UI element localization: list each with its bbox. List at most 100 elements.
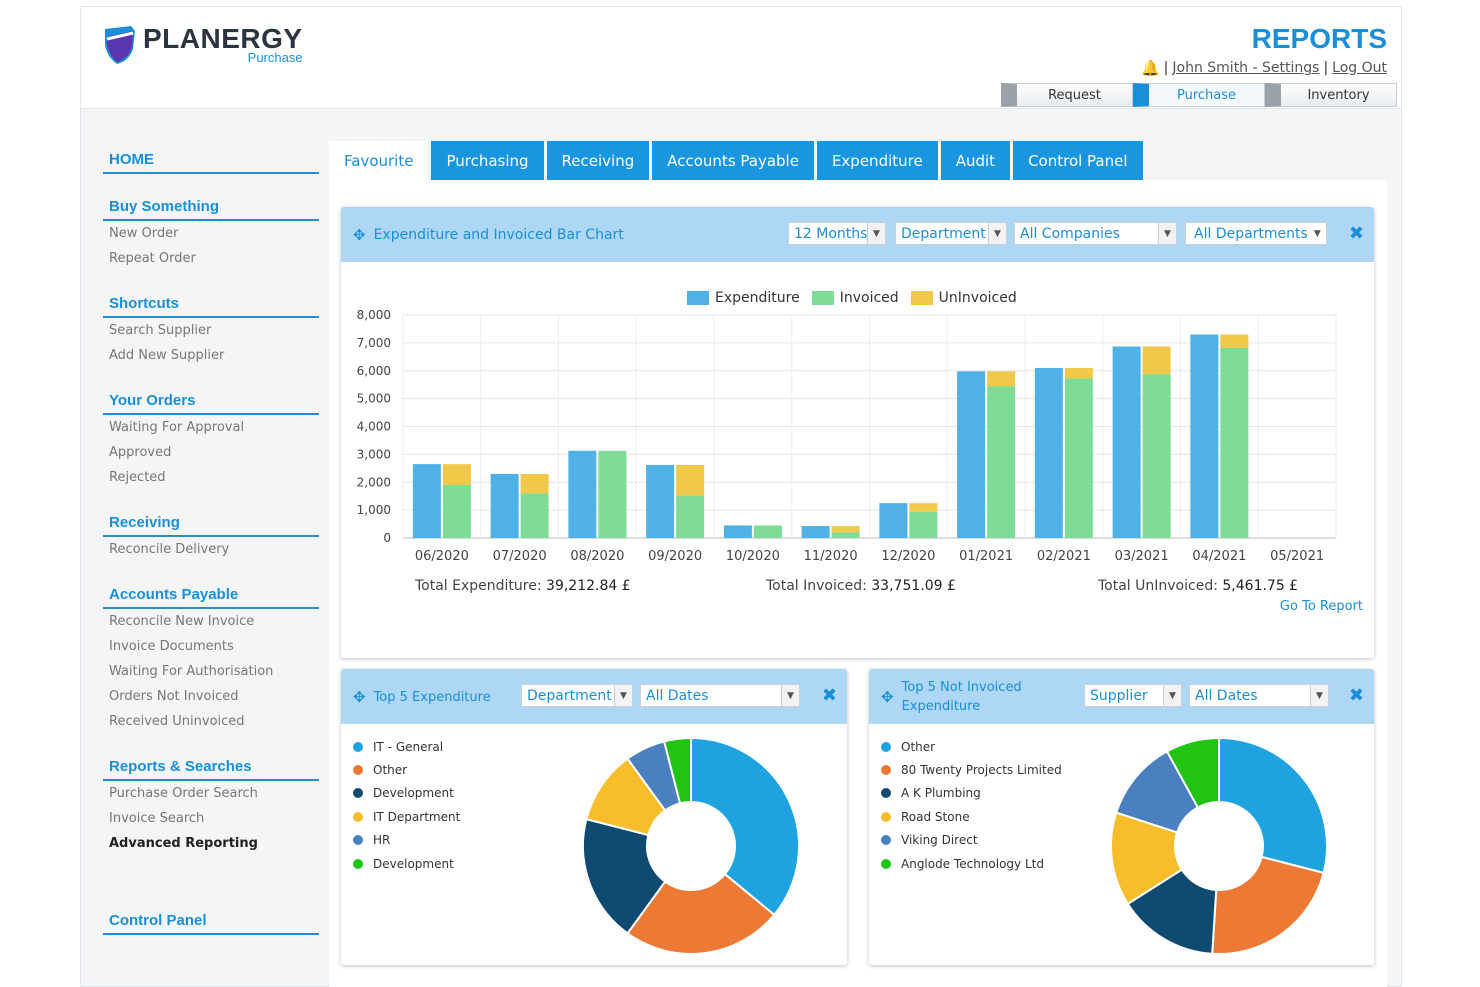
widget-header[interactable]: ✥ Top 5 Expenditure Department ▼ All Date… [341,669,847,724]
bar-expenditure [568,450,597,538]
sidebar-heading[interactable]: Control Panel [103,908,319,935]
x-tick-label: 01/2021 [959,549,1013,564]
legend-dot [353,835,363,846]
legend-label: UnInvoiced [938,290,1017,306]
tab-audit[interactable]: Audit [940,141,1011,180]
mode-tab-purchase[interactable]: Purchase [1133,83,1265,107]
move-icon[interactable]: ✥ [353,688,366,706]
chart-legend: Expenditure Invoiced UnInvoiced [687,290,1017,306]
widget-header[interactable]: ✥ Expenditure and Invoiced Bar Chart 12 … [341,207,1374,262]
sidebar-item[interactable]: Search Supplier [109,323,212,338]
sidebar-item[interactable]: Advanced Reporting [109,836,258,851]
tab-favourite[interactable]: Favourite [329,141,429,180]
sidebar-section: Reports & Searches Purchase Order Search I… [103,754,319,856]
total-uninvoiced: Total UnInvoiced: 5,461.75 £ [1098,578,1298,594]
sidebar-item[interactable]: New Order [109,226,179,241]
mode-tab-inventory[interactable]: Inventory [1265,83,1397,107]
bar-invoiced [442,485,471,538]
legend-item: Development [353,852,460,875]
x-tick-label: 06/2020 [415,549,469,564]
company-select[interactable]: All Companies ▼ [1014,222,1177,245]
sidebar-heading[interactable]: Shortcuts [103,291,319,318]
tab-purchasing[interactable]: Purchasing [431,141,544,180]
sidebar-section: HOME [103,147,319,174]
pie-slice [582,817,667,935]
legend-label: HR [373,833,391,848]
group-select[interactable]: Supplier ▼ [1084,684,1182,707]
pie-slice [662,736,692,805]
separator: | [1323,60,1329,76]
go-to-report-link[interactable]: Go To Report [1279,599,1363,614]
sidebar-heading[interactable]: Buy Something [103,194,319,221]
pie-chart [582,736,800,955]
pie-slice [1165,736,1220,809]
logout-link[interactable]: Log Out [1332,60,1387,76]
bar-uninvoiced [442,464,471,486]
close-icon[interactable]: ✖ [1348,223,1364,244]
department-select[interactable]: All Departments ▼ [1185,222,1327,245]
sidebar-item[interactable]: Reconcile Delivery [109,542,230,557]
sidebar-item[interactable]: Waiting For Authorisation [109,664,274,679]
x-tick-label: 02/2021 [1037,549,1091,564]
period-select[interactable]: 12 Months ▼ [788,222,886,245]
sidebar-item[interactable]: Orders Not Invoiced [109,689,239,704]
tab-receiving[interactable]: Receiving [546,141,650,180]
logo[interactable]: PLANERGY Purchase [103,25,303,65]
tab-control-panel[interactable]: Control Panel [1013,141,1143,180]
pie-legend: Other 80 Twenty Projects Limited A K Plumb… [881,735,1062,875]
legend-label: IT - General [373,739,444,754]
sidebar-heading[interactable]: Accounts Payable [103,582,319,609]
sidebar-item[interactable]: Invoice Documents [109,639,234,654]
pie-slice [1218,736,1328,875]
legend-swatch [811,291,834,305]
bar-expenditure [723,525,752,538]
date-select[interactable]: All Dates ▼ [1189,684,1329,707]
legend-dot [353,765,363,776]
sidebar-section: Shortcuts Search Supplier Add New Supplier [103,291,319,368]
mode-tab-request[interactable]: Request [1001,83,1133,107]
bar-invoiced [1220,347,1249,538]
close-icon[interactable]: ✖ [821,685,837,706]
tab-expenditure[interactable]: Expenditure [816,141,938,180]
bar-expenditure [1190,334,1219,538]
close-icon[interactable]: ✖ [1348,685,1364,706]
legend-dot [881,858,891,869]
date-select[interactable]: All Dates ▼ [640,684,800,707]
sidebar-item[interactable]: Approved [109,445,172,460]
legend-label: Development [373,856,454,871]
legend-label: IT Department [373,809,461,824]
move-icon[interactable]: ✥ [881,688,894,706]
sidebar-item[interactable]: Received Uninvoiced [109,714,245,729]
pie-legend: IT - General Other Development IT Departmen… [353,735,460,875]
widget-title-line2: Expenditure [901,699,981,714]
main-content: Favourite Purchasing Receiving Accounts Pay… [329,141,1387,987]
bar-invoiced [987,386,1016,538]
legend-dot [353,741,363,752]
sidebar-heading[interactable]: Reports & Searches [103,754,319,781]
sidebar-item[interactable]: Repeat Order [109,251,196,266]
tab-accounts-payable[interactable]: Accounts Payable [652,141,814,180]
settings-link[interactable]: John Smith - Settings [1172,60,1320,76]
group-select[interactable]: Department ▼ [521,684,633,707]
sidebar-heading[interactable]: HOME [103,147,319,174]
bar-chart-widget: ✥ Expenditure and Invoiced Bar Chart 12 … [341,207,1374,658]
bell-icon[interactable]: 🔔 [1140,59,1160,77]
sidebar-item[interactable]: Purchase Order Search [109,786,258,801]
sidebar-item[interactable]: Reconcile New Invoice [109,614,255,629]
legend-label: Expenditure [715,290,800,306]
sidebar-item[interactable]: Add New Supplier [109,348,225,363]
total-label: Total Invoiced: [766,578,867,594]
sidebar-heading[interactable]: Receiving [103,510,319,537]
x-tick-label: 11/2020 [804,549,858,564]
move-icon[interactable]: ✥ [353,226,366,244]
legend-label: A K Plumbing [901,786,981,801]
bar-uninvoiced [1142,346,1171,375]
bar-uninvoiced [1064,367,1093,379]
sidebar-item[interactable]: Rejected [109,470,166,485]
sidebar-item[interactable]: Waiting For Approval [109,420,245,435]
group-select[interactable]: Department ▼ [895,222,1007,245]
sidebar-heading[interactable]: Your Orders [103,388,319,415]
widget-header[interactable]: ✥ Top 5 Not Invoiced Expenditure Supplie… [869,669,1374,724]
bar-chart: 0 1,000 2,000 3,000 4,000 5,000 6,000 7,000 8,00… [357,308,1337,564]
sidebar-item[interactable]: Invoice Search [109,811,205,826]
